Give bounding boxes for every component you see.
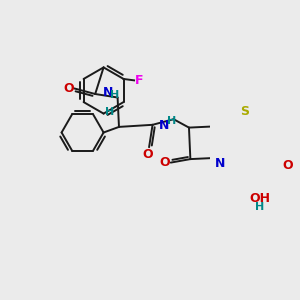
Text: F: F (135, 74, 143, 87)
Text: OH: OH (249, 193, 270, 206)
Text: O: O (282, 159, 293, 172)
Text: S: S (240, 105, 249, 118)
Text: H: H (105, 107, 114, 117)
Text: O: O (160, 156, 170, 169)
Text: O: O (142, 148, 153, 161)
Text: N: N (103, 86, 113, 100)
Text: H: H (255, 202, 264, 212)
Text: H: H (167, 116, 176, 126)
Text: N: N (215, 157, 226, 170)
Text: N: N (159, 119, 170, 132)
Text: H: H (110, 90, 119, 100)
Text: O: O (63, 82, 74, 95)
